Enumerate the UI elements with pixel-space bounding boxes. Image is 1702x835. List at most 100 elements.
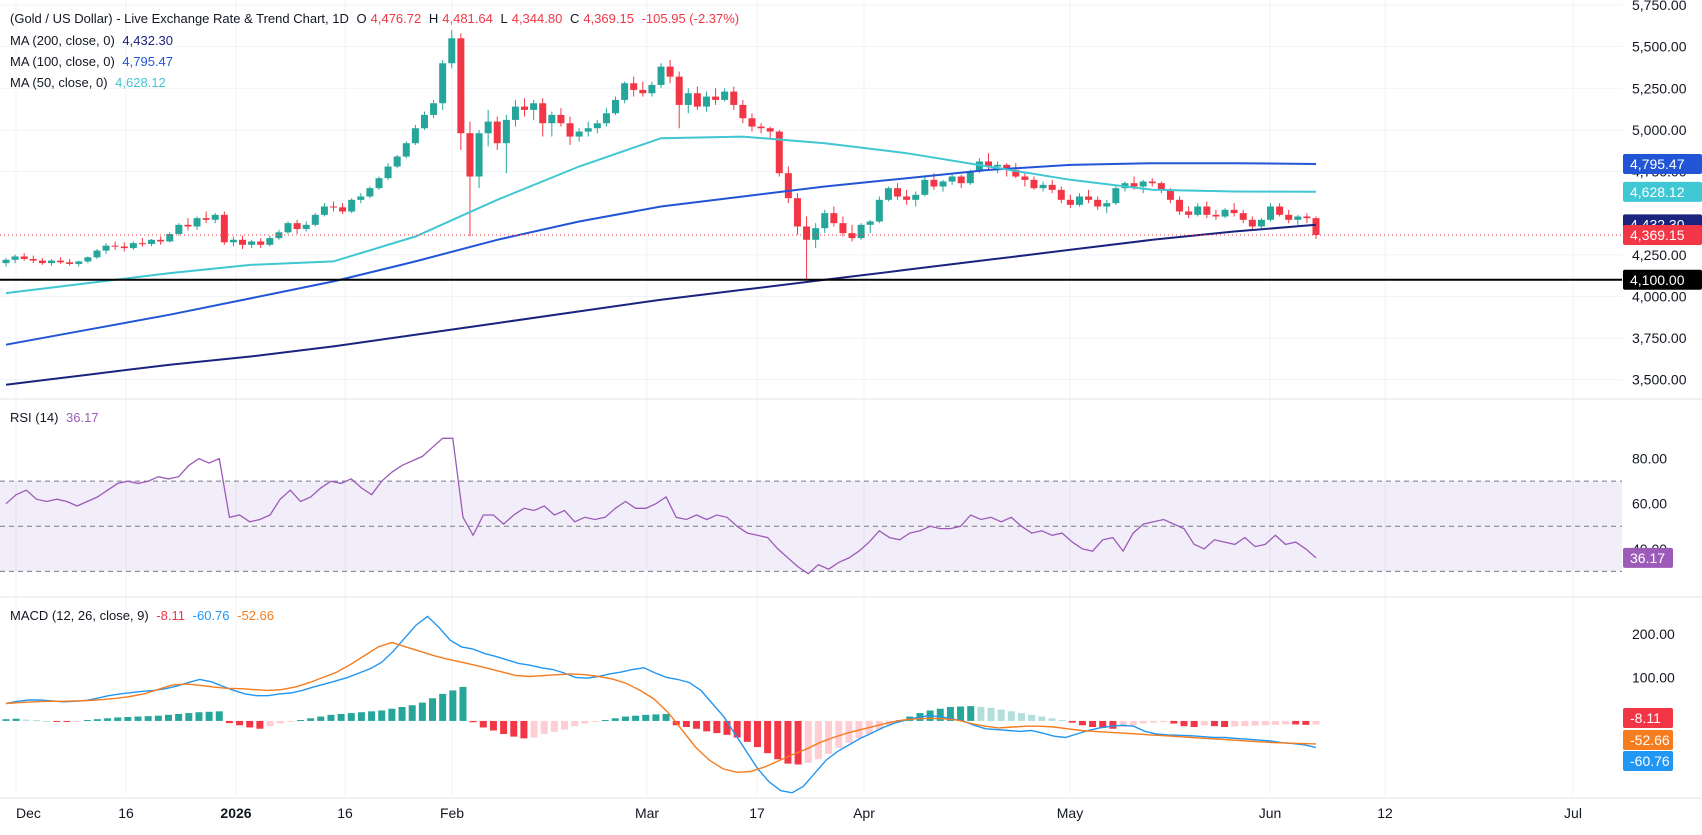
macd-histogram-bar — [1058, 720, 1066, 722]
ma100-legend[interactable]: MA (100, close, 0) 4,795.47 — [10, 54, 177, 70]
candle — [1075, 193, 1083, 207]
candle — [1176, 196, 1184, 215]
candle-body — [1285, 214, 1293, 220]
signal-line — [5, 641, 1317, 774]
candle — [1239, 209, 1247, 224]
candle-body — [930, 179, 938, 187]
candle — [257, 238, 265, 249]
candle-body — [812, 228, 820, 240]
candle — [693, 86, 701, 110]
macd-histogram-bar — [104, 718, 112, 721]
candle — [593, 119, 601, 134]
candle-body — [439, 63, 447, 104]
candle-body — [311, 214, 319, 225]
candle-body — [511, 106, 519, 120]
macd-histogram-bar — [83, 720, 91, 722]
macd-histogram-bar — [1018, 713, 1026, 721]
price-tick-label: 4,000.00 — [1632, 288, 1687, 304]
candle — [921, 176, 929, 197]
macd-histogram-bar — [408, 705, 416, 721]
macd-axis-label-bg — [1623, 751, 1673, 771]
ma100-value: 4,795.47 — [122, 54, 174, 69]
candle-body — [848, 233, 856, 239]
macd-histogram-bar — [236, 720, 244, 726]
candle — [675, 71, 683, 129]
candle-body — [1267, 206, 1275, 220]
candle — [1257, 218, 1265, 229]
candle-body — [1294, 216, 1302, 220]
candle-body — [466, 133, 474, 177]
candle — [1112, 186, 1120, 205]
price-tick-label: 5,750.00 — [1632, 0, 1687, 13]
macd-histogram-bar — [1160, 720, 1168, 723]
candle — [266, 235, 274, 247]
candle — [812, 223, 820, 249]
ma200-value: 4,432.30 — [122, 33, 174, 48]
candle-body — [175, 224, 183, 234]
macd-histogram-bar — [561, 720, 569, 730]
macd-histogram-bar — [1109, 720, 1117, 729]
candle — [1276, 203, 1284, 217]
candle-body — [784, 173, 792, 199]
candle — [11, 254, 19, 264]
candle-body — [575, 131, 583, 137]
macd-histogram-bar — [489, 720, 497, 731]
ma-line — [5, 162, 1317, 346]
candle — [148, 238, 156, 247]
candle — [111, 241, 119, 250]
candle — [684, 88, 692, 114]
candle — [548, 111, 556, 137]
candle-body — [202, 218, 210, 220]
candle-body — [84, 257, 92, 262]
candle — [1194, 203, 1202, 217]
candle — [957, 174, 965, 189]
macd-axis-label-bg — [1623, 730, 1673, 750]
candle — [366, 186, 374, 199]
candle-body — [120, 246, 128, 249]
rsi-line — [5, 437, 1317, 575]
candle — [339, 203, 347, 214]
candle-body — [1103, 203, 1111, 207]
candle-body — [875, 199, 883, 222]
candle — [175, 223, 183, 236]
macd-histogram-bar — [449, 690, 457, 721]
ma50-legend[interactable]: MA (50, close, 0) 4,628.12 — [10, 75, 170, 91]
macd-legend[interactable]: MACD (12, 26, close, 9) -8.11 -60.76 -52… — [10, 608, 278, 624]
candle — [702, 91, 710, 112]
macd-line — [5, 615, 1317, 794]
macd-histogram-bar — [429, 698, 437, 721]
macd-histogram-bar — [12, 718, 20, 721]
candle-body — [721, 91, 729, 100]
candle — [211, 213, 219, 224]
rsi-legend[interactable]: RSI (14) 36.17 — [10, 410, 103, 426]
candle — [1066, 194, 1074, 209]
macd-histogram-bar — [825, 720, 833, 755]
candle — [948, 173, 956, 185]
candle-body — [330, 206, 337, 208]
candle — [1230, 203, 1238, 217]
macd-tick-label: 200.00 — [1632, 626, 1675, 642]
macd-histogram-bar — [601, 720, 609, 722]
ma50-label: MA (50, close, 0) — [10, 75, 108, 90]
candle-body — [1230, 209, 1238, 214]
candle-body — [1112, 188, 1120, 204]
candle-body — [1030, 179, 1038, 189]
x-tick-label: 12 — [1377, 805, 1393, 821]
ma200-legend[interactable]: MA (200, close, 0) 4,432.30 — [10, 33, 177, 49]
candle — [712, 88, 720, 105]
open-value: 4,476.72 — [370, 11, 422, 26]
macd-histogram-bar — [246, 720, 254, 728]
candle — [138, 238, 146, 247]
candle-body — [1003, 164, 1011, 170]
macd-axis-label: -52.66 — [1630, 732, 1670, 748]
candle — [484, 109, 492, 147]
candle — [220, 211, 228, 245]
macd-histogram-bar — [977, 706, 985, 721]
macd-axis-label: -60.76 — [1630, 753, 1670, 769]
candle — [1157, 181, 1165, 194]
candle-body — [593, 123, 601, 129]
macd-histogram-bar — [22, 719, 30, 721]
candle-body — [193, 218, 201, 227]
candle-body — [612, 99, 620, 114]
